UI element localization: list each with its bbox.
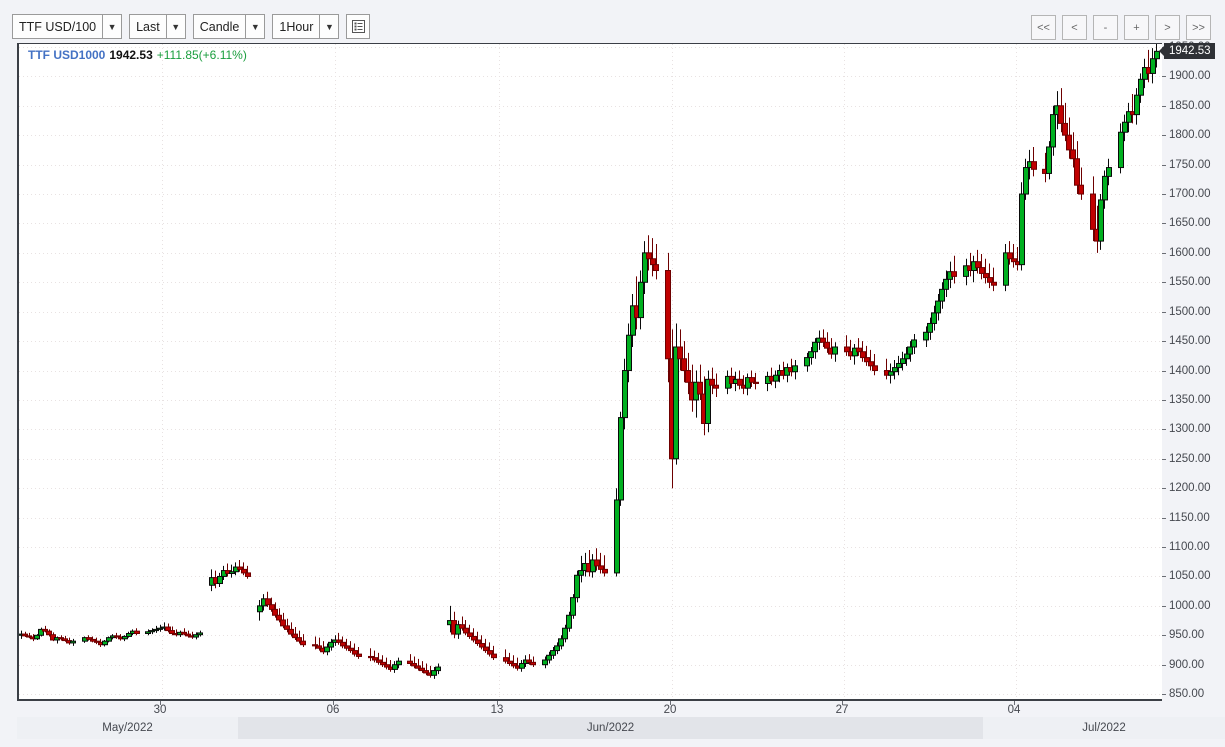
- price-axis-label: 1300.00: [1169, 423, 1211, 436]
- time-axis-label: 13: [490, 704, 504, 716]
- chart-style-select-value: Candle: [194, 15, 247, 38]
- price-axis-tick: [1162, 694, 1166, 696]
- price-axis-label: 1700.00: [1169, 188, 1211, 201]
- month-band: May/2022 Jun/2022 Jul/2022: [0, 717, 1225, 739]
- price-axis-tick: [1162, 105, 1166, 107]
- price-axis-label: 1150.00: [1169, 511, 1210, 524]
- price-axis-label: 1550.00: [1169, 276, 1211, 289]
- price-axis-tick: [1162, 429, 1166, 431]
- price-axis-tick: [1162, 76, 1166, 78]
- price-axis-tick: [1162, 341, 1166, 343]
- price-axis-label: 850.00: [1169, 688, 1205, 701]
- time-axis-label: 30: [153, 704, 167, 716]
- price-axis-tick: [1162, 252, 1166, 254]
- price-axis-label: 1100.00: [1169, 541, 1210, 554]
- month-band-segment: Jul/2022: [983, 717, 1225, 739]
- price-axis-tick: [1162, 605, 1166, 607]
- time-axis-tick: [670, 701, 671, 705]
- toolbar: TTF USD/100 ▼ Last ▼ Candle ▼ 1Hour ▼: [0, 0, 1225, 43]
- price-axis-label: 1800.00: [1169, 129, 1211, 142]
- chevron-down-icon[interactable]: ▼: [320, 15, 339, 38]
- legend-last-price: 1942.53: [109, 48, 153, 62]
- time-axis-tick: [842, 701, 843, 705]
- time-axis-tick: [1014, 701, 1015, 705]
- candlestick-canvas: [19, 44, 1162, 699]
- chart-plot-area[interactable]: [19, 44, 1162, 699]
- nav-prev-button[interactable]: <: [1062, 15, 1087, 40]
- price-type-select-value: Last: [130, 15, 167, 38]
- price-axis-tick: [1162, 635, 1166, 637]
- price-axis-tick: [1162, 576, 1166, 578]
- chart-style-select[interactable]: Candle ▼: [192, 14, 266, 39]
- chevron-down-icon[interactable]: ▼: [246, 15, 265, 38]
- chevron-down-icon[interactable]: ▼: [166, 15, 185, 38]
- price-axis-label: 1400.00: [1169, 364, 1211, 377]
- symbol-select-value: TTF USD/100: [13, 15, 104, 38]
- price-axis-tick: [1162, 370, 1166, 372]
- price-axis-label: 1450.00: [1169, 335, 1211, 348]
- legend-symbol: TTF USD1000: [28, 48, 106, 62]
- price-axis-label: 1050.00: [1169, 570, 1211, 583]
- price-axis-label: 1200.00: [1169, 482, 1211, 495]
- price-axis-tick: [1162, 664, 1166, 666]
- time-axis-tick: [497, 701, 498, 705]
- nav-zoom-in-button[interactable]: +: [1124, 15, 1149, 40]
- current-price-badge: 1942.53: [1164, 43, 1215, 60]
- list-settings-button[interactable]: [346, 14, 371, 39]
- price-axis-label: 900.00: [1169, 658, 1205, 671]
- time-axis-tick: [160, 701, 161, 705]
- price-axis-label: 950.00: [1169, 629, 1205, 642]
- time-axis-tick: [333, 701, 334, 705]
- toolbar-controls: TTF USD/100 ▼ Last ▼ Candle ▼ 1Hour ▼: [12, 14, 371, 39]
- price-axis-label: 1850.00: [1169, 99, 1211, 112]
- price-axis-label: 1250.00: [1169, 452, 1211, 465]
- price-axis-tick: [1162, 517, 1166, 519]
- price-axis-tick: [1162, 282, 1166, 284]
- nav-next-button[interactable]: >: [1155, 15, 1180, 40]
- time-axis-label: 06: [326, 704, 340, 716]
- month-band-segment: May/2022: [17, 717, 238, 739]
- nav-zoom-out-button[interactable]: -: [1093, 15, 1118, 40]
- price-axis-tick: [1162, 164, 1166, 166]
- navigation-buttons: << < - + > >>: [1031, 15, 1211, 40]
- month-band-segment: Jun/2022: [238, 717, 983, 739]
- list-settings-icon: [351, 20, 365, 33]
- price-axis[interactable]: 1942.53 850.00 900.00 950.00 1000.00 1050.00…: [1162, 41, 1225, 701]
- price-axis-tick: [1162, 135, 1166, 137]
- time-axis[interactable]: 30 06 13 20 27 04: [17, 701, 1162, 725]
- time-axis-label: 20: [663, 704, 677, 716]
- price-axis-tick: [1162, 194, 1166, 196]
- time-axis-label: 04: [1007, 704, 1021, 716]
- price-type-select[interactable]: Last ▼: [129, 14, 186, 39]
- price-axis-tick: [1162, 311, 1166, 313]
- price-axis-label: 1350.00: [1169, 393, 1211, 406]
- chart-frame[interactable]: TTF USD1000 1942.53 +111.85(+6.11%): [17, 43, 1162, 701]
- legend-change: +111.85(+6.11%): [156, 48, 247, 62]
- interval-select-value: 1Hour: [273, 15, 321, 38]
- price-axis-label: 1600.00: [1169, 246, 1211, 259]
- nav-first-button[interactable]: <<: [1031, 15, 1056, 40]
- price-axis-label: 1750.00: [1169, 158, 1211, 171]
- price-axis-tick: [1162, 458, 1166, 460]
- chevron-down-icon[interactable]: ▼: [103, 15, 122, 38]
- nav-last-button[interactable]: >>: [1186, 15, 1211, 40]
- symbol-select[interactable]: TTF USD/100 ▼: [12, 14, 123, 39]
- interval-select[interactable]: 1Hour ▼: [272, 14, 340, 39]
- price-axis-tick: [1162, 399, 1166, 401]
- price-axis-label: 1000.00: [1169, 599, 1211, 612]
- time-axis-label: 27: [835, 704, 849, 716]
- price-axis-label: 1500.00: [1169, 305, 1211, 318]
- price-axis-tick: [1162, 488, 1166, 490]
- price-axis-label: 1650.00: [1169, 217, 1211, 230]
- price-axis-tick: [1162, 223, 1166, 225]
- price-axis-tick: [1162, 547, 1166, 549]
- chart-legend: TTF USD1000 1942.53 +111.85(+6.11%): [28, 48, 247, 62]
- price-axis-label: 1900.00: [1169, 70, 1211, 83]
